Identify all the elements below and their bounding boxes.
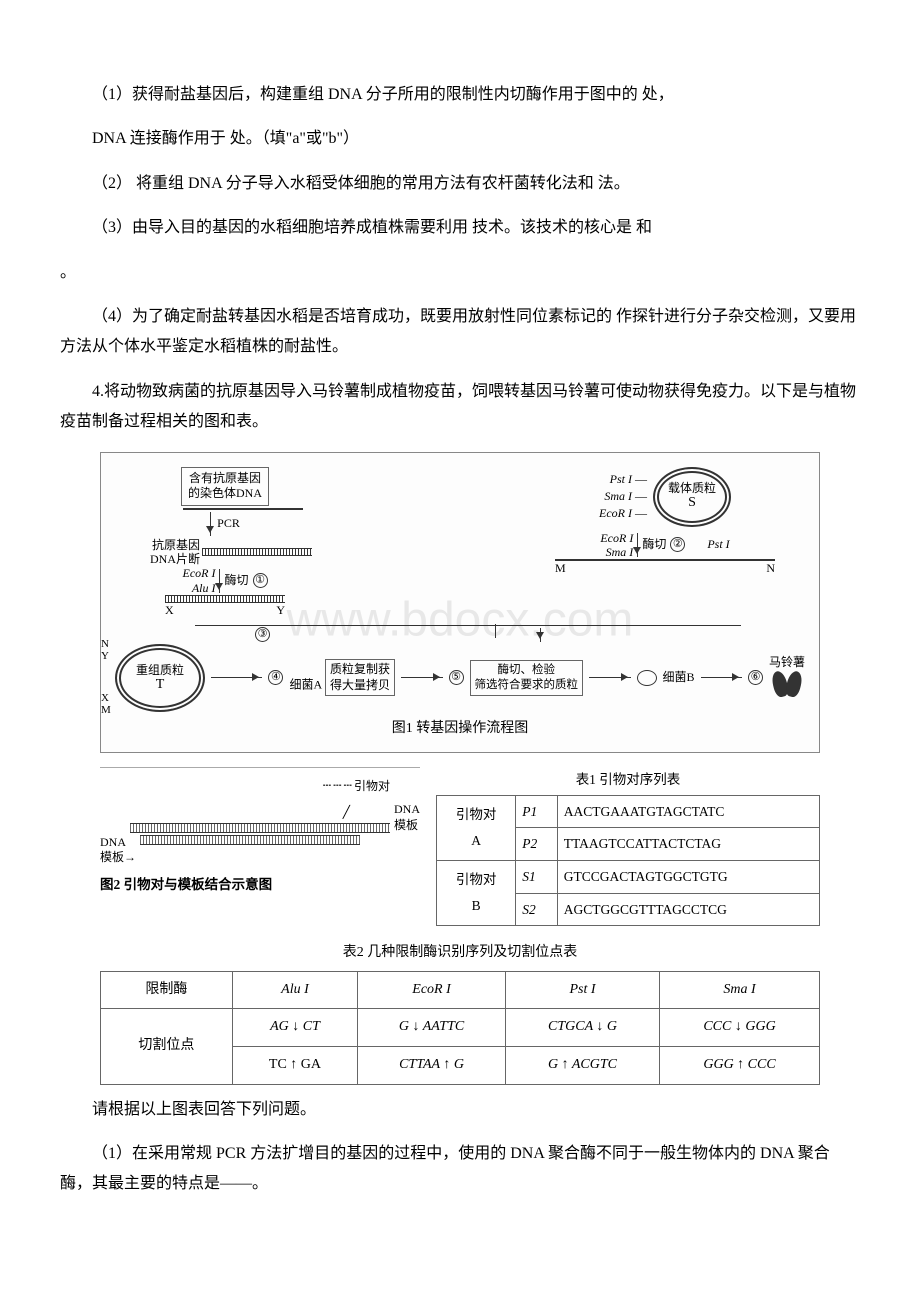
table-2-caption: 表2 几种限制酶识别序列及切割位点表 bbox=[100, 936, 820, 971]
t1-seq-s1: GTCCGACTAGTGGCTGTG bbox=[557, 860, 819, 893]
t1-p1: P1 bbox=[516, 795, 557, 828]
para-q4-1: （1）在采用常规 PCR 方法扩增目的基因的过程中，使用的 DNA 聚合酶不同于… bbox=[60, 1139, 860, 1200]
step-4: ④ bbox=[268, 670, 283, 685]
t2-c-1-0: TC ↑ GA bbox=[232, 1047, 357, 1085]
t2-h0: 限制酶 bbox=[101, 971, 233, 1009]
table-1-caption: 表1 引物对序列表 bbox=[436, 767, 820, 795]
t1-seq-p2: TTAAGTCCATTACTCTAG bbox=[557, 828, 819, 861]
step-2: ② bbox=[670, 537, 685, 552]
para-q3-3: （3）由导入目的基因的水稻细胞培养成植株需要利用 技术。该技术的核心是 和 bbox=[60, 213, 860, 243]
figure-2-primer-template: ┄┄┄引物对 ╱ DNA 模板 DNA模板→ 图2 引物对与模板结合示意图 bbox=[100, 767, 420, 898]
bacteria-b-icon bbox=[637, 670, 657, 686]
para-q3-2: （2） 将重组 DNA 分子导入水稻受体细胞的常用方法有农杆菌转化法和 法。 bbox=[60, 169, 860, 199]
step-5: ⑤ bbox=[449, 670, 464, 685]
t1-s1: S1 bbox=[516, 860, 557, 893]
t1-p2: P2 bbox=[516, 828, 557, 861]
para-q3-1: （1）获得耐盐基因后，构建重组 DNA 分子所用的限制性内切酶作用于图中的 处， bbox=[60, 80, 860, 110]
table-2-restriction-enzymes: 表2 几种限制酶识别序列及切割位点表 限制酶 Alu I EcoR I Pst … bbox=[100, 936, 820, 1084]
figure-2-caption: 图2 引物对与模板结合示意图 bbox=[100, 872, 420, 898]
step-6: ⑥ bbox=[748, 670, 763, 685]
t2-rowlabel: 切割位点 bbox=[101, 1009, 233, 1084]
potato-icon bbox=[773, 671, 801, 701]
para-q4-intro: 4.将动物致病菌的抗原基因导入马铃薯制成植物疫苗，饲喂转基因马铃薯可使动物获得免… bbox=[60, 377, 860, 438]
t1-pairB: 引物对B bbox=[437, 860, 516, 925]
recombinant-plasmid-t: 重组质粒 T bbox=[115, 644, 205, 712]
t2-h1: Alu I bbox=[232, 971, 357, 1009]
t2-c-1-2: G ↑ ACGTC bbox=[505, 1047, 659, 1085]
para-q3-3b: 。 bbox=[60, 258, 860, 288]
chromosome-dna-box: 含有抗原基因 的染色体DNA bbox=[181, 467, 269, 506]
para-q3-4: （4）为了确定耐盐转基因水稻是否培育成功，既要用放射性同位素标记的 作探针进行分… bbox=[60, 302, 860, 363]
t2-c-0-0: AG ↓ CT bbox=[232, 1009, 357, 1047]
t2-c-1-3: GGG ↑ CCC bbox=[660, 1047, 820, 1085]
t2-h2: EcoR I bbox=[358, 971, 506, 1009]
t2-c-0-2: CTGCA ↓ G bbox=[505, 1009, 659, 1047]
t2-c-1-1: CTTAA ↑ G bbox=[358, 1047, 506, 1085]
t2-c-0-3: CCC ↓ GGG bbox=[660, 1009, 820, 1047]
table-1-primer-sequences: 表1 引物对序列表 引物对A P1 AACTGAAATGTAGCTATC P2 … bbox=[436, 767, 820, 926]
t2-c-0-1: G ↓ AATTC bbox=[358, 1009, 506, 1047]
para-q3-1b: DNA 连接酶作用于 处。（填"a"或"b"） bbox=[60, 124, 860, 154]
vector-plasmid-s: 载体质粒 S bbox=[653, 467, 731, 527]
t1-pairA: 引物对A bbox=[437, 795, 516, 860]
figure-1-transgenic-flowchart: www.bdocx.com 含有抗原基因 的染色体DNA PCR 抗原基因 bbox=[100, 452, 820, 754]
t1-seq-s2: AGCTGGCGTTTAGCCTCG bbox=[557, 893, 819, 926]
para-instruction: 请根据以上图表回答下列问题。 bbox=[60, 1095, 860, 1125]
step-3: ③ bbox=[255, 627, 270, 642]
t2-h4: Sma I bbox=[660, 971, 820, 1009]
t2-h3: Pst I bbox=[505, 971, 659, 1009]
t1-s2: S2 bbox=[516, 893, 557, 926]
pcr-label: PCR bbox=[217, 516, 240, 532]
t1-seq-p1: AACTGAAATGTAGCTATC bbox=[557, 795, 819, 828]
figure-1-caption: 图1 转基因操作流程图 bbox=[115, 720, 805, 738]
step-1: ① bbox=[253, 573, 268, 588]
